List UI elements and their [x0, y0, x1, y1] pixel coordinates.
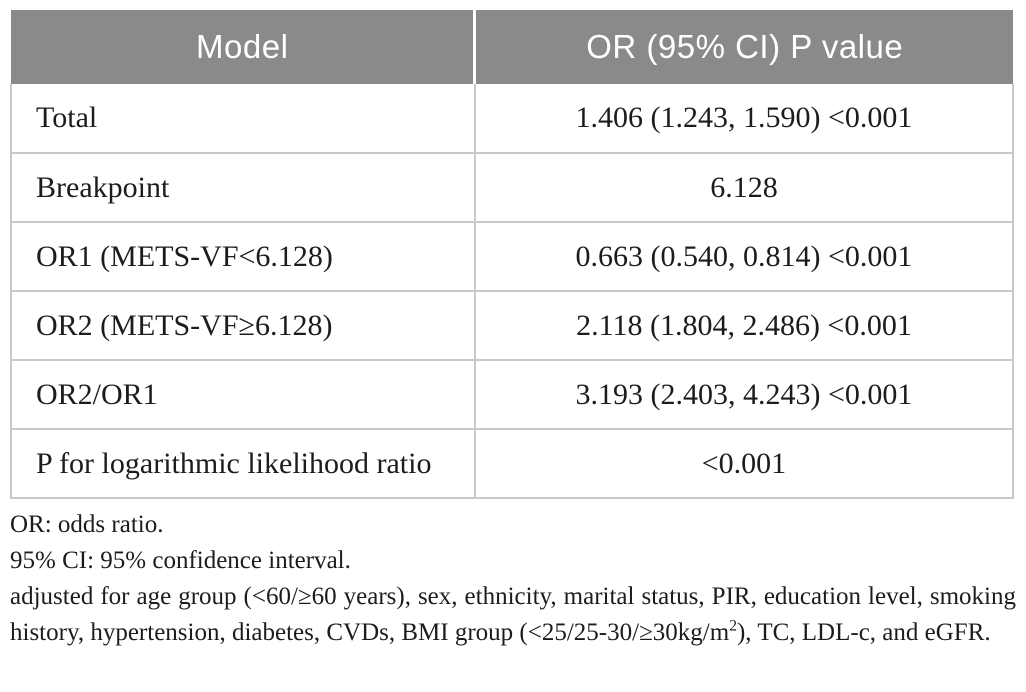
table-row-p-log-likelihood: P for logarithmic likelihood ratio <0.00… [10, 428, 1015, 499]
row-label: Total [10, 84, 476, 154]
row-value: <0.001 [473, 428, 1015, 499]
header-cell-model: Model [11, 10, 477, 84]
table-row-breakpoint: Breakpoint 6.128 [10, 152, 1015, 223]
row-value: 3.193 (2.403, 4.243) <0.001 [473, 359, 1015, 430]
table-body: Total 1.406 (1.243, 1.590) <0.001 Breakp… [10, 84, 1015, 499]
table-row-or2-or1: OR2/OR1 3.193 (2.403, 4.243) <0.001 [10, 359, 1015, 430]
footnote-adjustments-tail: ), TC, LDL-c, and eGFR. [736, 619, 991, 646]
table-row-total: Total 1.406 (1.243, 1.590) <0.001 [10, 84, 1015, 154]
footnote-or-definition: OR: odds ratio. [10, 511, 164, 538]
footnote-adjustments: adjusted for age group (<60/≥60 years), … [10, 579, 1016, 651]
row-label: OR1 (METS-VF<6.128) [10, 221, 476, 292]
header-cell-or-ci-pvalue: OR (95% CI) P value [474, 10, 1013, 84]
results-table: Model OR (95% CI) P value Total 1.406 (1… [10, 10, 1015, 499]
footnote-adjustments-text: adjusted for age group (<60/≥60 years), … [10, 583, 1016, 646]
row-value: 0.663 (0.540, 0.814) <0.001 [473, 221, 1015, 292]
row-label: Breakpoint [10, 152, 476, 223]
footnotes: OR: odds ratio. 95% CI: 95% confidence i… [10, 507, 1016, 651]
table-row-or1: OR1 (METS-VF<6.128) 0.663 (0.540, 0.814)… [10, 221, 1015, 292]
row-value: 1.406 (1.243, 1.590) <0.001 [473, 84, 1015, 154]
footnote-superscript: 2 [729, 617, 737, 635]
table-row-or2: OR2 (METS-VF≥6.128) 2.118 (1.804, 2.486)… [10, 290, 1015, 361]
row-label: OR2 (METS-VF≥6.128) [10, 290, 476, 361]
row-value: 6.128 [473, 152, 1015, 223]
table-header: Model OR (95% CI) P value [11, 10, 1013, 84]
header-row: Model OR (95% CI) P value [11, 10, 1013, 84]
row-label: P for logarithmic likelihood ratio [10, 428, 476, 499]
row-value: 2.118 (1.804, 2.486) <0.001 [473, 290, 1015, 361]
row-label: OR2/OR1 [10, 359, 476, 430]
footnote-ci-definition: 95% CI: 95% confidence interval. [10, 547, 351, 574]
